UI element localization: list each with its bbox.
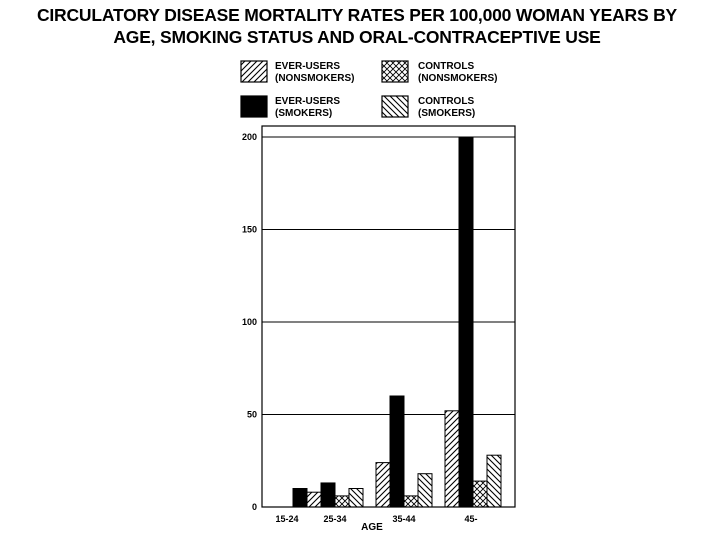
bar-35-44-series-1 [389,395,405,508]
legend-label: CONTROLS [418,96,474,107]
legend-entry: CONTROLS(SMOKERS) [381,95,475,119]
gridlines [262,136,515,415]
x-tick-label: 45- [464,514,477,524]
legend-entry: CONTROLS(NONSMOKERS) [381,60,497,84]
bar-45--series-3 [486,454,502,508]
legend-entry: EVER-USERS(NONSMOKERS) [240,60,354,84]
bar-45--series-0 [444,410,460,508]
bar-25-34-series-2 [334,495,350,508]
bars [292,136,502,508]
chart-title-line-2: AGE, SMOKING STATUS AND ORAL-CONTRACEPTI… [113,27,601,47]
legend-swatch [381,95,409,118]
legend-label: (NONSMOKERS) [418,73,497,84]
bar-35-44-series-3 [417,473,433,508]
y-tick-label: 100 [242,317,257,327]
bar-25-34-series-3 [348,488,364,508]
bar-45--series-1 [458,136,474,508]
legend-swatch [240,95,268,118]
legend-label: CONTROLS [418,61,474,72]
legend-label: EVER-USERS [275,96,340,107]
legend-entry: EVER-USERS(SMOKERS) [240,95,340,119]
bar-15-24-series-1 [292,488,308,508]
legend: EVER-USERS(NONSMOKERS)CONTROLS(NONSMOKER… [240,60,497,119]
legend-label: (SMOKERS) [275,108,332,119]
bar-25-34-series-1 [320,482,336,508]
bar-45--series-2 [472,480,488,508]
legend-swatch [240,60,268,83]
y-axis-ticks: 0 50 100 150 200 [242,132,257,512]
bar-25-34-series-0 [306,491,322,508]
bar-35-44-series-2 [403,495,419,508]
chart-title: CIRCULATORY DISEASE MORTALITY RATES PER … [0,4,714,48]
x-axis-ticks: 15-24 25-34 35-44 45- [275,514,477,524]
legend-label: (NONSMOKERS) [275,73,354,84]
legend-label: EVER-USERS [275,61,340,72]
y-tick-label: 200 [242,132,257,142]
x-tick-label: 25-34 [323,514,346,524]
x-axis-label: AGE [361,522,383,533]
plot-frame [261,125,516,508]
x-tick-label: 35-44 [392,514,415,524]
y-tick-label: 50 [247,410,257,420]
y-tick-label: 150 [242,225,257,235]
legend-swatch [381,60,409,83]
legend-label: (SMOKERS) [418,108,475,119]
x-tick-label: 15-24 [275,514,298,524]
chart-title-line-1: CIRCULATORY DISEASE MORTALITY RATES PER … [36,5,678,25]
bar-35-44-series-0 [375,462,391,508]
y-tick-label: 0 [252,502,257,512]
